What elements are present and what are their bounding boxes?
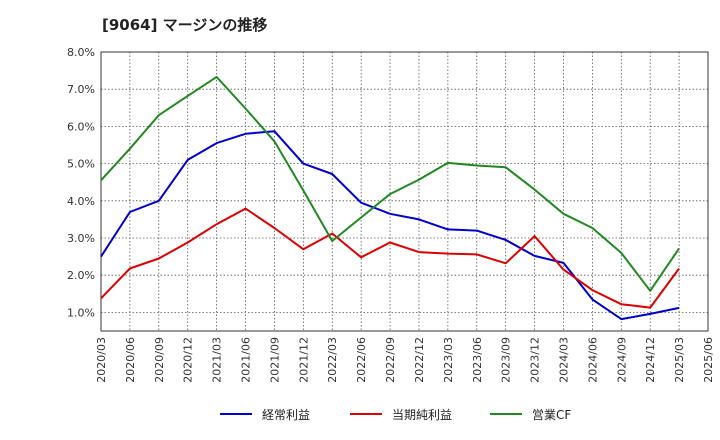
x-tick-label: 2021/12 <box>297 337 310 383</box>
x-tick-label: 2022/09 <box>384 337 397 383</box>
x-tick-label: 2020/06 <box>124 337 137 383</box>
x-tick-label: 2024/06 <box>586 337 599 383</box>
x-tick-label: 2024/03 <box>557 337 570 383</box>
x-tick-label: 2021/09 <box>268 337 281 383</box>
y-tick-label: 3.0% <box>67 232 95 245</box>
x-tick-label: 2025/03 <box>673 337 686 383</box>
x-tick-label: 2022/03 <box>326 337 339 383</box>
grid <box>100 51 709 331</box>
series-line-0 <box>100 130 680 321</box>
y-tick-label: 2.0% <box>67 269 95 282</box>
y-tick-label: 8.0% <box>67 46 95 59</box>
x-tick-label: 2025/06 <box>702 337 715 383</box>
series-line-1 <box>100 207 680 309</box>
legend-label-1: 当期純利益 <box>392 408 452 422</box>
y-tick-label: 7.0% <box>67 83 95 96</box>
x-tick-label: 2021/03 <box>211 337 224 383</box>
x-tick-label: 2022/06 <box>355 337 368 383</box>
x-tick-label: 2023/06 <box>471 337 484 383</box>
y-axis: 1.0% 2.0% 3.0% 4.0% 5.0% 6.0% 7.0% 8.0% <box>67 46 95 319</box>
legend-label-0: 経常利益 <box>262 408 310 422</box>
y-tick-label: 5.0% <box>67 158 95 171</box>
y-tick-label: 6.0% <box>67 120 95 133</box>
legend: 経常利益 当期純利益 営業CF <box>220 408 571 422</box>
y-tick-label: 4.0% <box>67 195 95 208</box>
x-tick-label: 2023/03 <box>442 337 455 383</box>
x-tick-label: 2024/09 <box>615 337 628 383</box>
y-tick-label: 1.0% <box>67 306 95 319</box>
x-tick-label: 2020/03 <box>95 337 108 383</box>
x-tick-label: 2024/12 <box>644 337 657 383</box>
plot-frame <box>100 51 709 332</box>
legend-label-2: 営業CF <box>532 408 571 422</box>
x-tick-label: 2022/12 <box>413 337 426 383</box>
x-tick-label: 2021/06 <box>240 337 253 383</box>
x-tick-label: 2023/12 <box>529 337 542 383</box>
x-tick-label: 2020/09 <box>153 337 166 383</box>
series-lines <box>100 75 680 321</box>
x-axis: 2020/03 2020/06 2020/09 2020/12 2021/03 2021/… <box>95 337 715 383</box>
x-tick-label: 2020/12 <box>182 337 195 383</box>
series-line-2 <box>100 75 680 292</box>
x-tick-label: 2023/09 <box>500 337 513 383</box>
chart-title: [9064] マージンの推移 <box>102 16 268 34</box>
